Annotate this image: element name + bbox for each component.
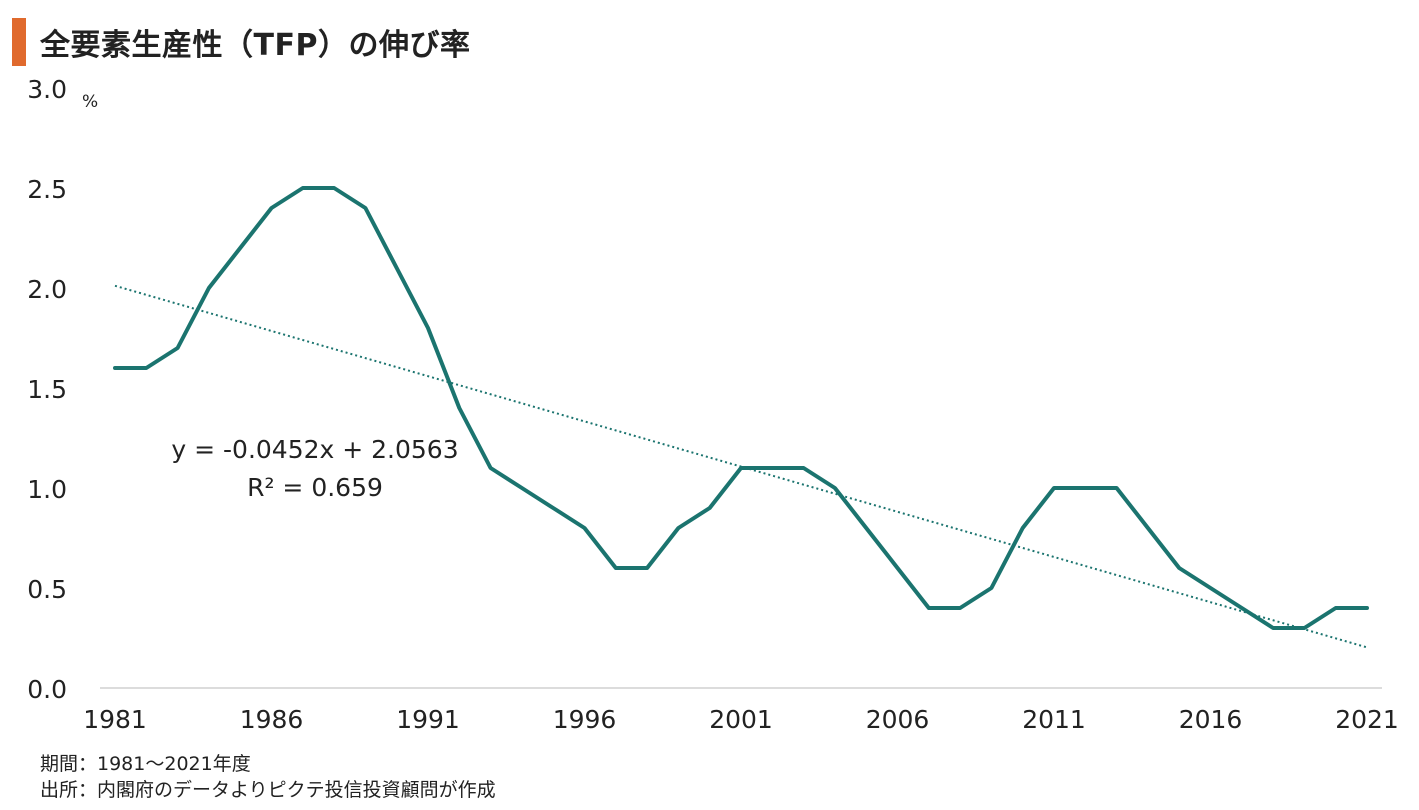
x-tick-label: 2006 xyxy=(866,705,930,734)
trendline-equation: y = -0.0452x + 2.0563 xyxy=(171,435,458,464)
chart-title: 全要素生産性（TFP）の伸び率 xyxy=(40,28,471,63)
x-tick-label: 1986 xyxy=(240,705,304,734)
source-note: 出所：内閣府のデータよりピクテ投信投資顧問が作成 xyxy=(40,779,496,801)
x-tick-label: 2016 xyxy=(1179,705,1243,734)
trendline-r-squared: R² = 0.659 xyxy=(247,473,383,502)
y-tick-label: 1.0 xyxy=(27,475,67,504)
y-tick-label: 2.5 xyxy=(27,175,67,204)
series-line-tfp xyxy=(113,186,1369,630)
y-tick-label: 1.5 xyxy=(27,375,67,404)
period-note: 期間：1981～2021年度 xyxy=(40,753,251,775)
y-tick-label: 0.0 xyxy=(27,675,67,704)
x-tick-label: 2011 xyxy=(1022,705,1086,734)
x-tick-label: 1991 xyxy=(396,705,460,734)
x-tick-label: 1981 xyxy=(83,705,147,734)
x-tick-label: 1996 xyxy=(553,705,617,734)
title-accent-bar xyxy=(12,18,26,66)
x-tick-label: 2021 xyxy=(1335,705,1399,734)
y-tick-label: 3.0 xyxy=(27,75,67,104)
y-axis-unit: % xyxy=(82,92,98,112)
x-tick-label: 2001 xyxy=(709,705,773,734)
y-tick-label: 0.5 xyxy=(27,575,67,604)
y-tick-label: 2.0 xyxy=(27,275,67,304)
